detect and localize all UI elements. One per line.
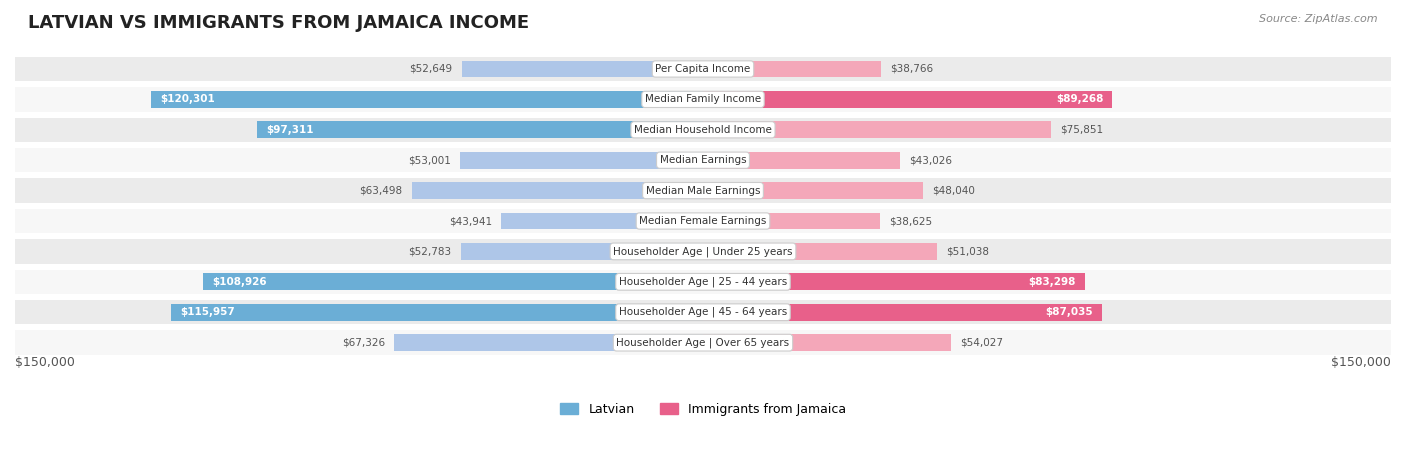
Bar bbox=[15, 209, 1391, 233]
Bar bbox=[15, 87, 1391, 112]
Text: $43,026: $43,026 bbox=[910, 155, 952, 165]
Text: Median Female Earnings: Median Female Earnings bbox=[640, 216, 766, 226]
Bar bbox=[502, 212, 703, 229]
Text: Per Capita Income: Per Capita Income bbox=[655, 64, 751, 74]
Text: $48,040: $48,040 bbox=[932, 185, 976, 196]
Bar bbox=[460, 152, 703, 169]
Bar bbox=[703, 182, 924, 199]
Text: Householder Age | Under 25 years: Householder Age | Under 25 years bbox=[613, 246, 793, 257]
Bar bbox=[412, 182, 703, 199]
Text: Median Earnings: Median Earnings bbox=[659, 155, 747, 165]
Bar bbox=[703, 152, 900, 169]
Text: $51,038: $51,038 bbox=[946, 247, 990, 256]
Bar bbox=[15, 300, 1391, 325]
Bar bbox=[703, 334, 950, 351]
Bar bbox=[703, 304, 1102, 320]
Text: $63,498: $63,498 bbox=[360, 185, 402, 196]
Text: $150,000: $150,000 bbox=[15, 356, 75, 369]
Text: Median Household Income: Median Household Income bbox=[634, 125, 772, 135]
Text: Median Male Earnings: Median Male Earnings bbox=[645, 185, 761, 196]
Text: Householder Age | 45 - 64 years: Householder Age | 45 - 64 years bbox=[619, 307, 787, 318]
Text: Householder Age | Over 65 years: Householder Age | Over 65 years bbox=[616, 337, 790, 348]
Text: $67,326: $67,326 bbox=[342, 338, 385, 347]
Bar bbox=[703, 91, 1112, 108]
Bar bbox=[703, 274, 1085, 290]
Bar bbox=[461, 243, 703, 260]
Text: Source: ZipAtlas.com: Source: ZipAtlas.com bbox=[1260, 14, 1378, 24]
Bar bbox=[15, 118, 1391, 142]
Text: $87,035: $87,035 bbox=[1046, 307, 1092, 317]
Bar bbox=[15, 239, 1391, 263]
Bar bbox=[461, 61, 703, 78]
Bar bbox=[15, 57, 1391, 81]
Bar bbox=[394, 334, 703, 351]
Bar bbox=[172, 304, 703, 320]
Text: $54,027: $54,027 bbox=[960, 338, 1002, 347]
Text: $97,311: $97,311 bbox=[266, 125, 314, 135]
Bar bbox=[703, 243, 936, 260]
Text: $108,926: $108,926 bbox=[212, 277, 267, 287]
Text: $150,000: $150,000 bbox=[1331, 356, 1391, 369]
Text: $52,649: $52,649 bbox=[409, 64, 453, 74]
Text: $89,268: $89,268 bbox=[1056, 94, 1104, 105]
Legend: Latvian, Immigrants from Jamaica: Latvian, Immigrants from Jamaica bbox=[554, 398, 852, 421]
Text: $120,301: $120,301 bbox=[160, 94, 215, 105]
Text: $115,957: $115,957 bbox=[180, 307, 235, 317]
Bar bbox=[257, 121, 703, 138]
Bar bbox=[152, 91, 703, 108]
Text: LATVIAN VS IMMIGRANTS FROM JAMAICA INCOME: LATVIAN VS IMMIGRANTS FROM JAMAICA INCOM… bbox=[28, 14, 529, 32]
Text: $75,851: $75,851 bbox=[1060, 125, 1104, 135]
Text: Householder Age | 25 - 44 years: Householder Age | 25 - 44 years bbox=[619, 276, 787, 287]
Bar bbox=[204, 274, 703, 290]
Bar bbox=[703, 212, 880, 229]
Text: $38,766: $38,766 bbox=[890, 64, 934, 74]
Text: $83,298: $83,298 bbox=[1029, 277, 1076, 287]
Bar bbox=[703, 121, 1050, 138]
Bar bbox=[15, 178, 1391, 203]
Bar bbox=[15, 331, 1391, 355]
Text: Median Family Income: Median Family Income bbox=[645, 94, 761, 105]
Text: $38,625: $38,625 bbox=[890, 216, 932, 226]
Text: $43,941: $43,941 bbox=[449, 216, 492, 226]
Text: $52,783: $52,783 bbox=[409, 247, 451, 256]
Text: $53,001: $53,001 bbox=[408, 155, 451, 165]
Bar bbox=[15, 148, 1391, 172]
Bar bbox=[703, 61, 880, 78]
Bar bbox=[15, 269, 1391, 294]
